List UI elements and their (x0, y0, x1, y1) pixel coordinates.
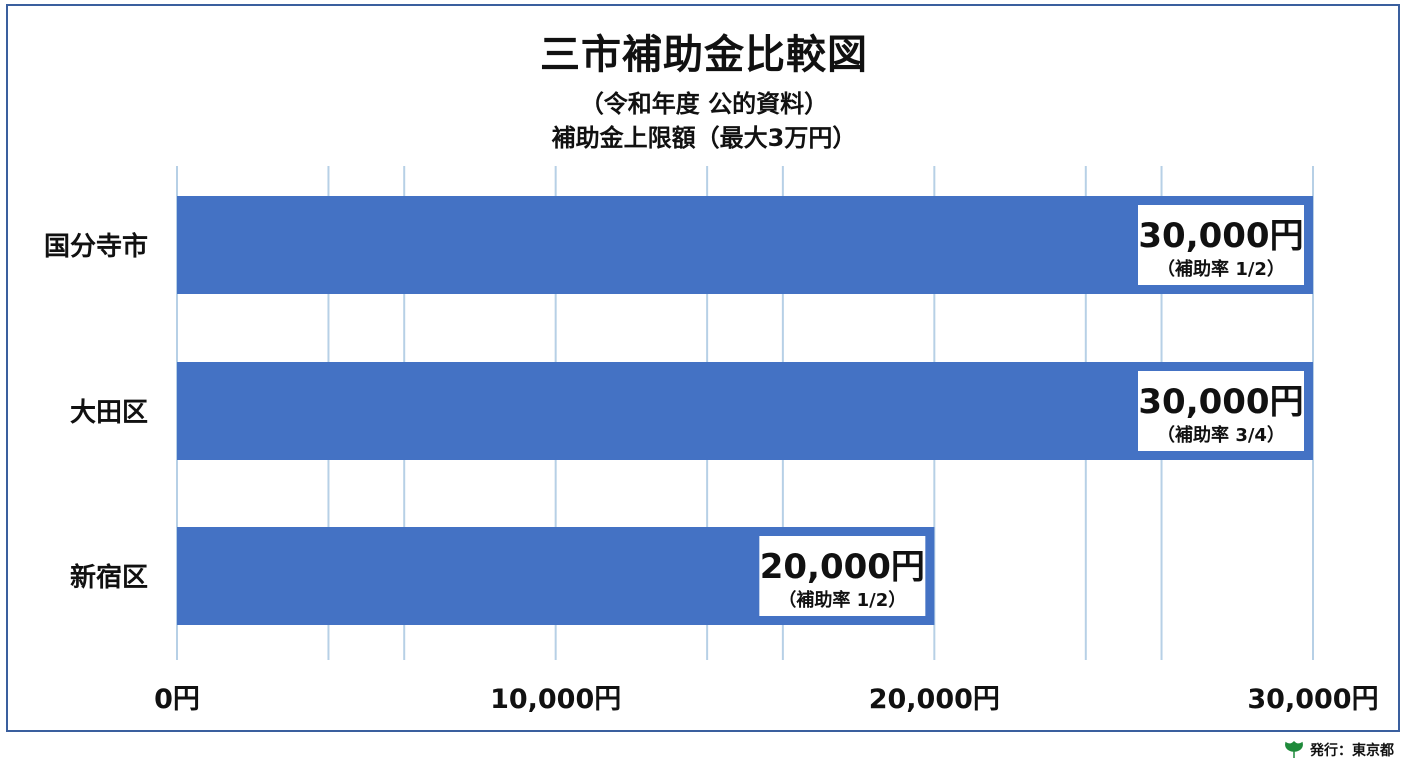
bar (177, 196, 1313, 294)
category-label: 新宿区 (70, 562, 148, 593)
publisher-label: 発行：東京都 (1310, 743, 1394, 759)
value-label: 30,000円 (1138, 382, 1303, 422)
category-label: 国分寺市 (44, 231, 148, 262)
rate-label: （補助率 3/4） (1157, 424, 1285, 446)
chart-subtitle-limit: 補助金上限額（最大3万円） (551, 124, 857, 152)
value-label: 30,000円 (1138, 216, 1303, 256)
x-tick-label: 10,000円 (490, 684, 621, 715)
x-tick-label: 20,000円 (869, 684, 1000, 715)
value-label-box (1138, 205, 1304, 285)
chart-title: 三市補助金比較図 (540, 32, 868, 78)
rate-label: （補助率 1/2） (1157, 258, 1285, 280)
category-label: 大田区 (70, 398, 148, 428)
x-tick-label: 30,000円 (1247, 684, 1378, 715)
publisher-footer: 発行：東京都 (1284, 740, 1394, 760)
value-label-box (759, 536, 926, 616)
bar (177, 362, 1313, 460)
value-label-box (1138, 371, 1304, 451)
chart-subtitle: （令和年度 公的資料） (579, 90, 829, 118)
rate-label: （補助率 1/2） (778, 589, 906, 611)
x-tick-label: 0円 (154, 684, 200, 715)
value-label: 20,000円 (760, 547, 925, 587)
ginkgo-leaf-icon (1285, 740, 1303, 758)
